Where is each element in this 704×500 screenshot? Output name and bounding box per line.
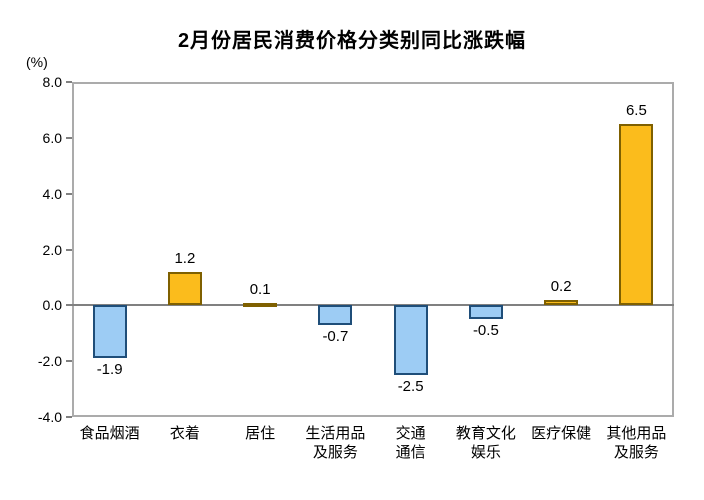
x-axis-category-label: 生活用品 及服务 <box>298 424 373 462</box>
x-axis-category-label: 衣着 <box>147 424 222 443</box>
x-axis-category-label-line: 教育文化 <box>455 425 516 442</box>
y-axis-unit-label: (%) <box>26 54 48 70</box>
x-axis-category-label-line: 其他用品 <box>606 425 667 442</box>
zero-line <box>72 304 674 307</box>
y-axis-tick-mark <box>66 304 72 307</box>
bar <box>619 123 654 306</box>
bar-value-label: 0.2 <box>550 277 572 295</box>
bar-value-label: -0.7 <box>322 327 349 345</box>
x-axis-category-label-line: 生活用品 <box>305 425 366 442</box>
bar-value-label: -2.5 <box>397 378 424 396</box>
x-axis-category-label-line: 衣着 <box>169 425 200 442</box>
plot-area <box>72 82 674 417</box>
bar <box>318 305 353 325</box>
x-axis-category-label-line: 娱乐 <box>470 444 501 461</box>
y-axis-tick-label: 4.0 <box>42 185 62 202</box>
x-axis-category-label: 医疗保健 <box>524 424 599 443</box>
chart-title: 2月份居民消费价格分类别同比涨跌幅 <box>177 30 527 52</box>
y-axis-tick-label: 8.0 <box>42 74 62 90</box>
x-axis-category-label-line: 及服务 <box>613 444 659 461</box>
y-axis-tick-mark <box>66 248 72 251</box>
bar <box>468 305 503 320</box>
y-axis-tick-mark <box>66 416 72 418</box>
x-axis-category-label: 其他用品 及服务 <box>599 424 674 462</box>
bar <box>544 299 579 306</box>
y-axis-tick-label: -4.0 <box>37 409 62 425</box>
bar-value-label: -1.9 <box>96 361 123 379</box>
x-axis-category-label: 食品烟酒 <box>72 424 147 443</box>
bar-value-label: -0.5 <box>472 322 499 340</box>
y-axis-tick-mark <box>66 192 72 195</box>
x-axis-category-label-line: 医疗保健 <box>531 425 592 442</box>
bar-value-label: 1.2 <box>174 249 196 267</box>
x-axis-category-label-line: 食品烟酒 <box>79 425 140 442</box>
bar-value-label: 0.1 <box>249 280 271 298</box>
y-axis-tick-label: -2.0 <box>37 353 62 370</box>
x-axis-category-label: 教育文化 娱乐 <box>448 424 523 462</box>
x-axis-category-label: 居住 <box>223 424 298 443</box>
y-axis-tick-label: 6.0 <box>42 129 62 146</box>
y-axis-tick-mark <box>66 360 72 363</box>
bar <box>243 302 278 307</box>
y-axis-tick-label: 0.0 <box>42 297 62 314</box>
bar-value-label: 6.5 <box>625 101 647 119</box>
bar <box>393 305 428 376</box>
bar <box>92 305 127 359</box>
bar <box>167 271 202 306</box>
y-axis-tick-label: 2.0 <box>42 241 62 258</box>
x-axis-category-label: 交通 通信 <box>373 424 448 462</box>
x-axis-category-label-line: 居住 <box>245 425 276 442</box>
x-axis-category-label-line: 通信 <box>395 444 426 461</box>
x-axis-category-label-line: 交通 <box>395 425 426 442</box>
y-axis-tick-mark <box>66 81 72 83</box>
x-axis-category-label-line: 及服务 <box>312 444 358 461</box>
y-axis-tick-mark <box>66 136 72 139</box>
